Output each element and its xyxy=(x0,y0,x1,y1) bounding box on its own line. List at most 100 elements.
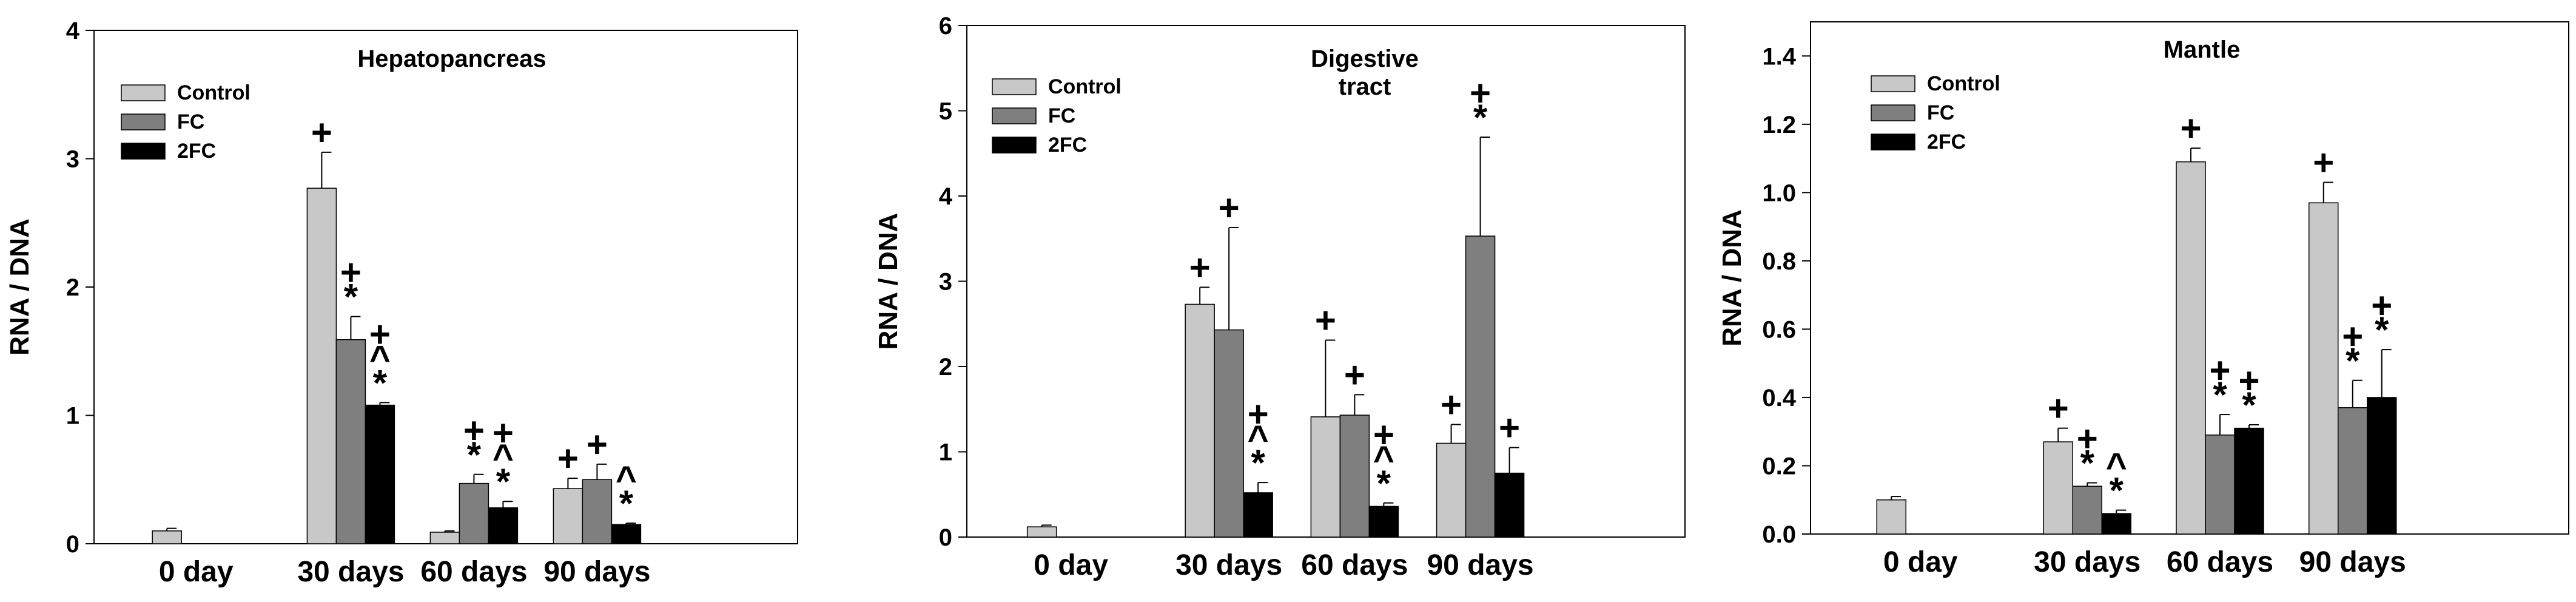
chart-1-bar-control xyxy=(429,532,460,544)
chart-1-x-tick-label: 0 day xyxy=(159,556,234,588)
chart-2-title: Digestive tract xyxy=(1311,46,1419,100)
chart-3-y-tick-label: 1.0 xyxy=(1762,180,1796,206)
chart-1-significance-mark: + xyxy=(493,413,514,453)
chart-2-y-tick-label: 0 xyxy=(939,524,952,551)
chart-1-x-tick-label: 30 days xyxy=(297,556,404,588)
chart-1-bar-control xyxy=(553,488,583,544)
chart-3-significance-mark: ^ xyxy=(2106,446,2127,487)
chart-2-significance-mark: * xyxy=(1377,463,1391,504)
chart-2-legend-label-fc: FC xyxy=(1048,104,1075,127)
chart-1-significance-mark: * xyxy=(344,277,358,317)
chart-2-y-tick-label: 5 xyxy=(939,98,952,125)
chart-3-y-tick-label: 0.0 xyxy=(1762,521,1796,548)
chart-2-x-tick-label: 90 days xyxy=(1427,549,1533,581)
chart-3-significance-mark: * xyxy=(2375,309,2389,350)
chart-2-significance-mark: * xyxy=(1473,97,1488,138)
chart-1-plot-frame xyxy=(93,30,798,544)
chart-3-panel: 0.0 0.2 0.4 0.6 0.8 1.0 1.2 1.4 RNA / DNA Mantle 0… xyxy=(1717,21,2569,578)
chart-3-legend-swatch-fc xyxy=(1871,104,1915,121)
chart-1-bar-fc xyxy=(459,482,489,544)
chart-1-legend-label-fc: FC xyxy=(177,110,204,134)
chart-1-legend-swatch-fc xyxy=(121,113,166,130)
chart-3-bar-control xyxy=(1876,499,1906,535)
chart-1-y-tick-label: 4 xyxy=(66,18,80,44)
chart-3-significance-mark: + xyxy=(2077,419,2098,459)
chart-1-legend-swatch-2fc xyxy=(121,143,166,160)
chart-2-legend-swatch-fc xyxy=(992,107,1037,124)
chart-2-bar-fc xyxy=(1465,235,1496,538)
chart-2-legend-label-control: Control xyxy=(1048,75,1122,98)
chart-1-y-tick-label: 1 xyxy=(66,403,79,430)
chart-3-y-tick-label: 0.4 xyxy=(1762,385,1796,411)
chart-3-significance-mark: + xyxy=(2342,316,2363,357)
chart-1-legend-label-2fc: 2FC xyxy=(177,140,216,163)
chart-1-significance-mark: + xyxy=(463,410,485,451)
chart-3-y-tick-label: 1.4 xyxy=(1762,43,1796,70)
chart-3-title: Mantle xyxy=(2164,36,2241,63)
chart-3-x-tick-label: 90 days xyxy=(2299,546,2406,578)
chart-3-legend-label-control: Control xyxy=(1927,72,2000,95)
chart-2-bar-2fc xyxy=(1494,472,1525,538)
chart-1-bar-control xyxy=(306,188,337,544)
chart-2-bar-fc xyxy=(1214,329,1244,538)
chart-3-significance-mark: * xyxy=(2242,385,2256,425)
chart-3-legend-swatch-2fc xyxy=(1871,134,1915,150)
chart-3-significance-mark: + xyxy=(2313,142,2334,183)
chart-1-bar-2fc xyxy=(488,507,519,544)
chart-2-significance-mark: ^ xyxy=(1373,439,1394,479)
chart-2-significance-mark: + xyxy=(1344,354,1365,395)
chart-2-y-tick-label: 4 xyxy=(939,183,953,210)
chart-3-bar-fc xyxy=(2072,485,2102,535)
chart-2-y-tick-label: 3 xyxy=(939,269,952,296)
chart-3-significance-mark: + xyxy=(2209,350,2230,391)
chart-2-legend-swatch-2fc xyxy=(992,137,1037,154)
chart-2-significance-mark: + xyxy=(1189,247,1211,288)
chart-2-y-tick-label: 2 xyxy=(939,354,952,380)
chart-1-significance-mark: + xyxy=(587,424,608,465)
chart-2-significance-mark: ^ xyxy=(1248,418,1269,459)
chart-3-y-tick-label: 1.2 xyxy=(1762,112,1796,138)
chart-3-significance-mark: + xyxy=(2180,108,2201,149)
chart-3-x-tick-label: 60 days xyxy=(2167,546,2273,578)
chart-1-significance-mark: * xyxy=(619,483,634,524)
chart-3-legend-swatch-control xyxy=(1871,75,1915,92)
chart-1-y-tick-label: 2 xyxy=(66,274,79,301)
chart-1-significance-mark: + xyxy=(340,252,362,293)
chart-2-x-tick-label: 30 days xyxy=(1175,549,1282,581)
chart-3-bar-fc xyxy=(2338,407,2368,535)
chart-1-significance-mark: * xyxy=(467,435,482,475)
chart-3-bar-fc xyxy=(2205,435,2235,535)
chart-2-bar-control xyxy=(1185,303,1215,538)
chart-1-significance-mark: + xyxy=(557,438,579,479)
chart-2-significance-mark: + xyxy=(1441,385,1462,425)
chart-2-bar-control xyxy=(1026,526,1057,538)
chart-3-legend-label-fc: FC xyxy=(1927,101,1954,124)
chart-1-x-tick-label: 90 days xyxy=(543,556,650,588)
chart-3-significance-mark: + xyxy=(2371,285,2392,326)
chart-1-significance-mark: ^ xyxy=(369,338,391,379)
chart-3-x-tick-label: 30 days xyxy=(2034,546,2141,578)
chart-2-significance-mark: + xyxy=(1248,394,1269,435)
chart-3-bar-2fc xyxy=(2234,427,2264,535)
chart-2-bar-fc xyxy=(1339,414,1370,538)
chart-1-y-tick-label: 0 xyxy=(66,531,79,558)
chart-1-bar-control xyxy=(152,530,182,544)
chart-2-bar-control xyxy=(1436,442,1467,538)
chart-3-y-tick-label: 0.2 xyxy=(1762,453,1796,479)
chart-3-y-axis-title: RNA / DNA xyxy=(1717,209,1747,347)
chart-1-significance-mark: + xyxy=(369,314,391,354)
chart-2-x-tick-label: 60 days xyxy=(1301,549,1408,581)
chart-2-significance-mark: * xyxy=(1251,442,1265,483)
chart-2-bar-2fc xyxy=(1243,492,1273,538)
chart-3-bar-2fc xyxy=(2367,397,2397,535)
chart-3-bar-control xyxy=(2176,161,2206,535)
chart-1-bar-2fc xyxy=(365,404,395,544)
chart-3-significance-mark: * xyxy=(2110,470,2124,511)
chart-2-significance-mark: + xyxy=(1219,188,1240,228)
chart-2-significance-mark: + xyxy=(1373,414,1394,455)
chart-3-x-tick-label: 0 day xyxy=(1883,546,1958,578)
chart-3-y-tick-label: 0.8 xyxy=(1762,248,1796,275)
chart-1-y-tick-label: 3 xyxy=(66,146,79,173)
